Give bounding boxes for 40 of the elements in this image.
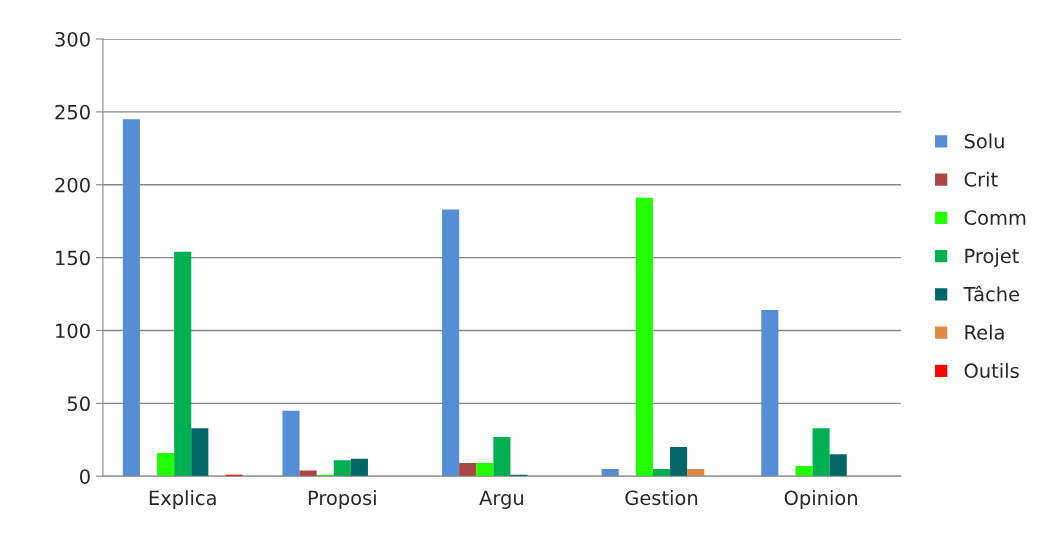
bar — [601, 468, 619, 477]
legend-label: Crit — [964, 171, 998, 187]
legend-label: Outils — [964, 362, 1019, 379]
y-tick-label: 300 — [55, 31, 90, 47]
legend-label: Solu — [964, 133, 1004, 149]
y-tick-label: 50 — [67, 396, 90, 412]
bar — [761, 310, 779, 477]
legend-label: Tâche — [963, 285, 1019, 302]
x-tick-label: Gestion — [625, 490, 698, 506]
bar — [299, 470, 317, 477]
bar — [174, 251, 192, 477]
y-tick-label: 150 — [56, 250, 90, 266]
bar — [442, 209, 460, 477]
bar — [670, 447, 688, 477]
bar — [459, 463, 477, 477]
bar — [333, 460, 351, 477]
bar — [635, 197, 653, 477]
bar — [795, 466, 813, 477]
y-tick-label: 100 — [56, 323, 90, 339]
x-tick-label: Opinion — [784, 490, 857, 509]
y-tick-label: 250 — [55, 104, 90, 120]
legend-label: Projet — [965, 248, 1019, 268]
bar — [829, 454, 847, 477]
y-tick-label: 0 — [80, 469, 90, 484]
bar — [476, 463, 494, 477]
bar — [812, 428, 830, 477]
legend-label: Comm — [964, 210, 1026, 225]
x-tick-label: Argu — [479, 490, 523, 509]
legend-label: Rela — [965, 324, 1004, 340]
bar — [652, 468, 671, 477]
bar — [157, 452, 175, 477]
x-tick-label: Explica — [149, 490, 216, 509]
bar — [191, 428, 209, 477]
bar — [122, 119, 140, 477]
bar — [350, 458, 368, 477]
y-tick-label: 200 — [55, 177, 90, 193]
bar — [687, 468, 705, 477]
bar — [282, 410, 300, 477]
x-tick-label: Proposi — [308, 490, 376, 509]
bar — [493, 436, 511, 477]
